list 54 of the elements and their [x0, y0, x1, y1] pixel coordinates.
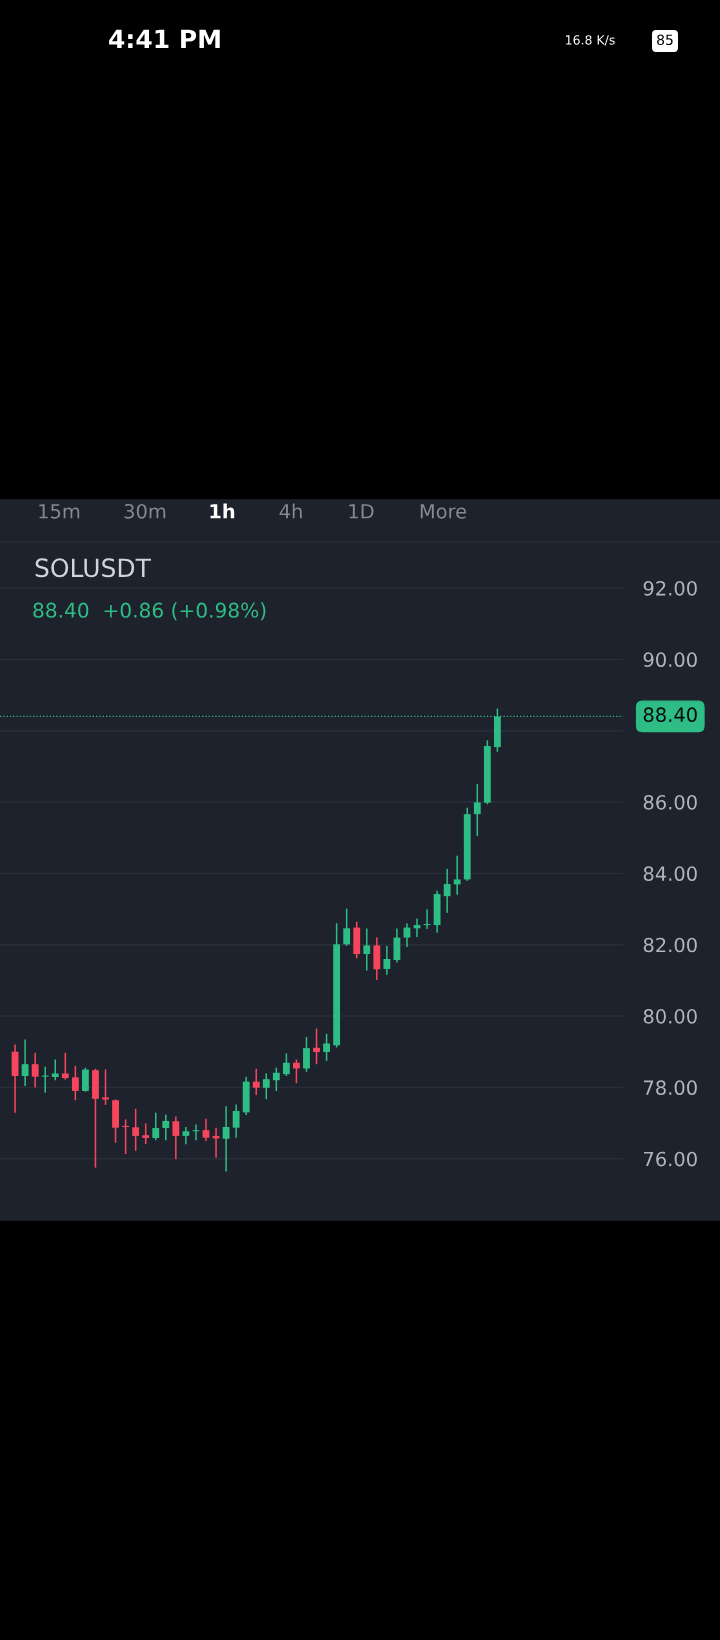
- text: 88.40 +0.86 (+0.98%): [33, 602, 266, 621]
- candlestick: [202, 1118, 210, 1141]
- candlestick: [363, 928, 371, 971]
- candlestick: [383, 946, 391, 975]
- candlestick: [41, 1066, 49, 1093]
- candlestick: [132, 1108, 140, 1151]
- candlestick: [232, 1104, 240, 1138]
- candlestick: [473, 784, 481, 836]
- ref-line-label: 88.40: [643, 707, 697, 723]
- candlestick: [262, 1073, 270, 1100]
- text: 4:41 PM: [109, 29, 220, 48]
- candlestick: [443, 868, 451, 913]
- candlestick: [152, 1112, 160, 1141]
- candlestick: [313, 1028, 320, 1065]
- candlestick: [303, 1037, 310, 1072]
- candlestick: [252, 1068, 260, 1095]
- text: 1D: [349, 504, 374, 519]
- y-tick-label: 90.00: [643, 652, 697, 668]
- candlestick: [182, 1126, 190, 1145]
- y-tick-label: 80.00: [643, 1009, 697, 1024]
- candlestick: [61, 1052, 69, 1080]
- y-tick-label: 82.00: [643, 937, 697, 953]
- candlestick: [81, 1067, 89, 1092]
- y-tick-label: 92.00: [643, 580, 697, 596]
- text: More: [420, 504, 467, 519]
- text: 1h: [210, 503, 235, 519]
- text: 15m: [39, 504, 80, 519]
- candlestick: [71, 1065, 79, 1101]
- text: 16.8 K/s: [566, 35, 615, 46]
- candlestick: [293, 1059, 300, 1084]
- y-tick-label: 86.00: [643, 794, 697, 810]
- candlestick: [21, 1039, 29, 1087]
- candlestick: [282, 1053, 290, 1077]
- candlestick: [222, 1106, 230, 1172]
- text: 30m: [124, 503, 166, 519]
- text: 4h: [279, 503, 302, 519]
- y-tick-label: 78.00: [644, 1080, 697, 1096]
- candlestick: [373, 937, 381, 981]
- candlestick: [122, 1119, 130, 1155]
- candlestick: [51, 1059, 59, 1081]
- text: 85: [657, 34, 673, 46]
- text: SOLUSDT: [35, 558, 151, 578]
- candlestick: [393, 928, 401, 963]
- candlestick: [31, 1052, 39, 1088]
- candlestick: [323, 1033, 330, 1062]
- candlestick: [102, 1069, 109, 1105]
- candlestick: [172, 1116, 180, 1160]
- candlestick: [343, 908, 351, 946]
- y-tick-label: 76.00: [644, 1151, 697, 1167]
- candlestick: [142, 1123, 150, 1145]
- candlestick: [272, 1067, 280, 1091]
- y-tick-label: 84.00: [643, 866, 697, 882]
- candlestick: [162, 1114, 170, 1141]
- candlestick: [453, 855, 461, 895]
